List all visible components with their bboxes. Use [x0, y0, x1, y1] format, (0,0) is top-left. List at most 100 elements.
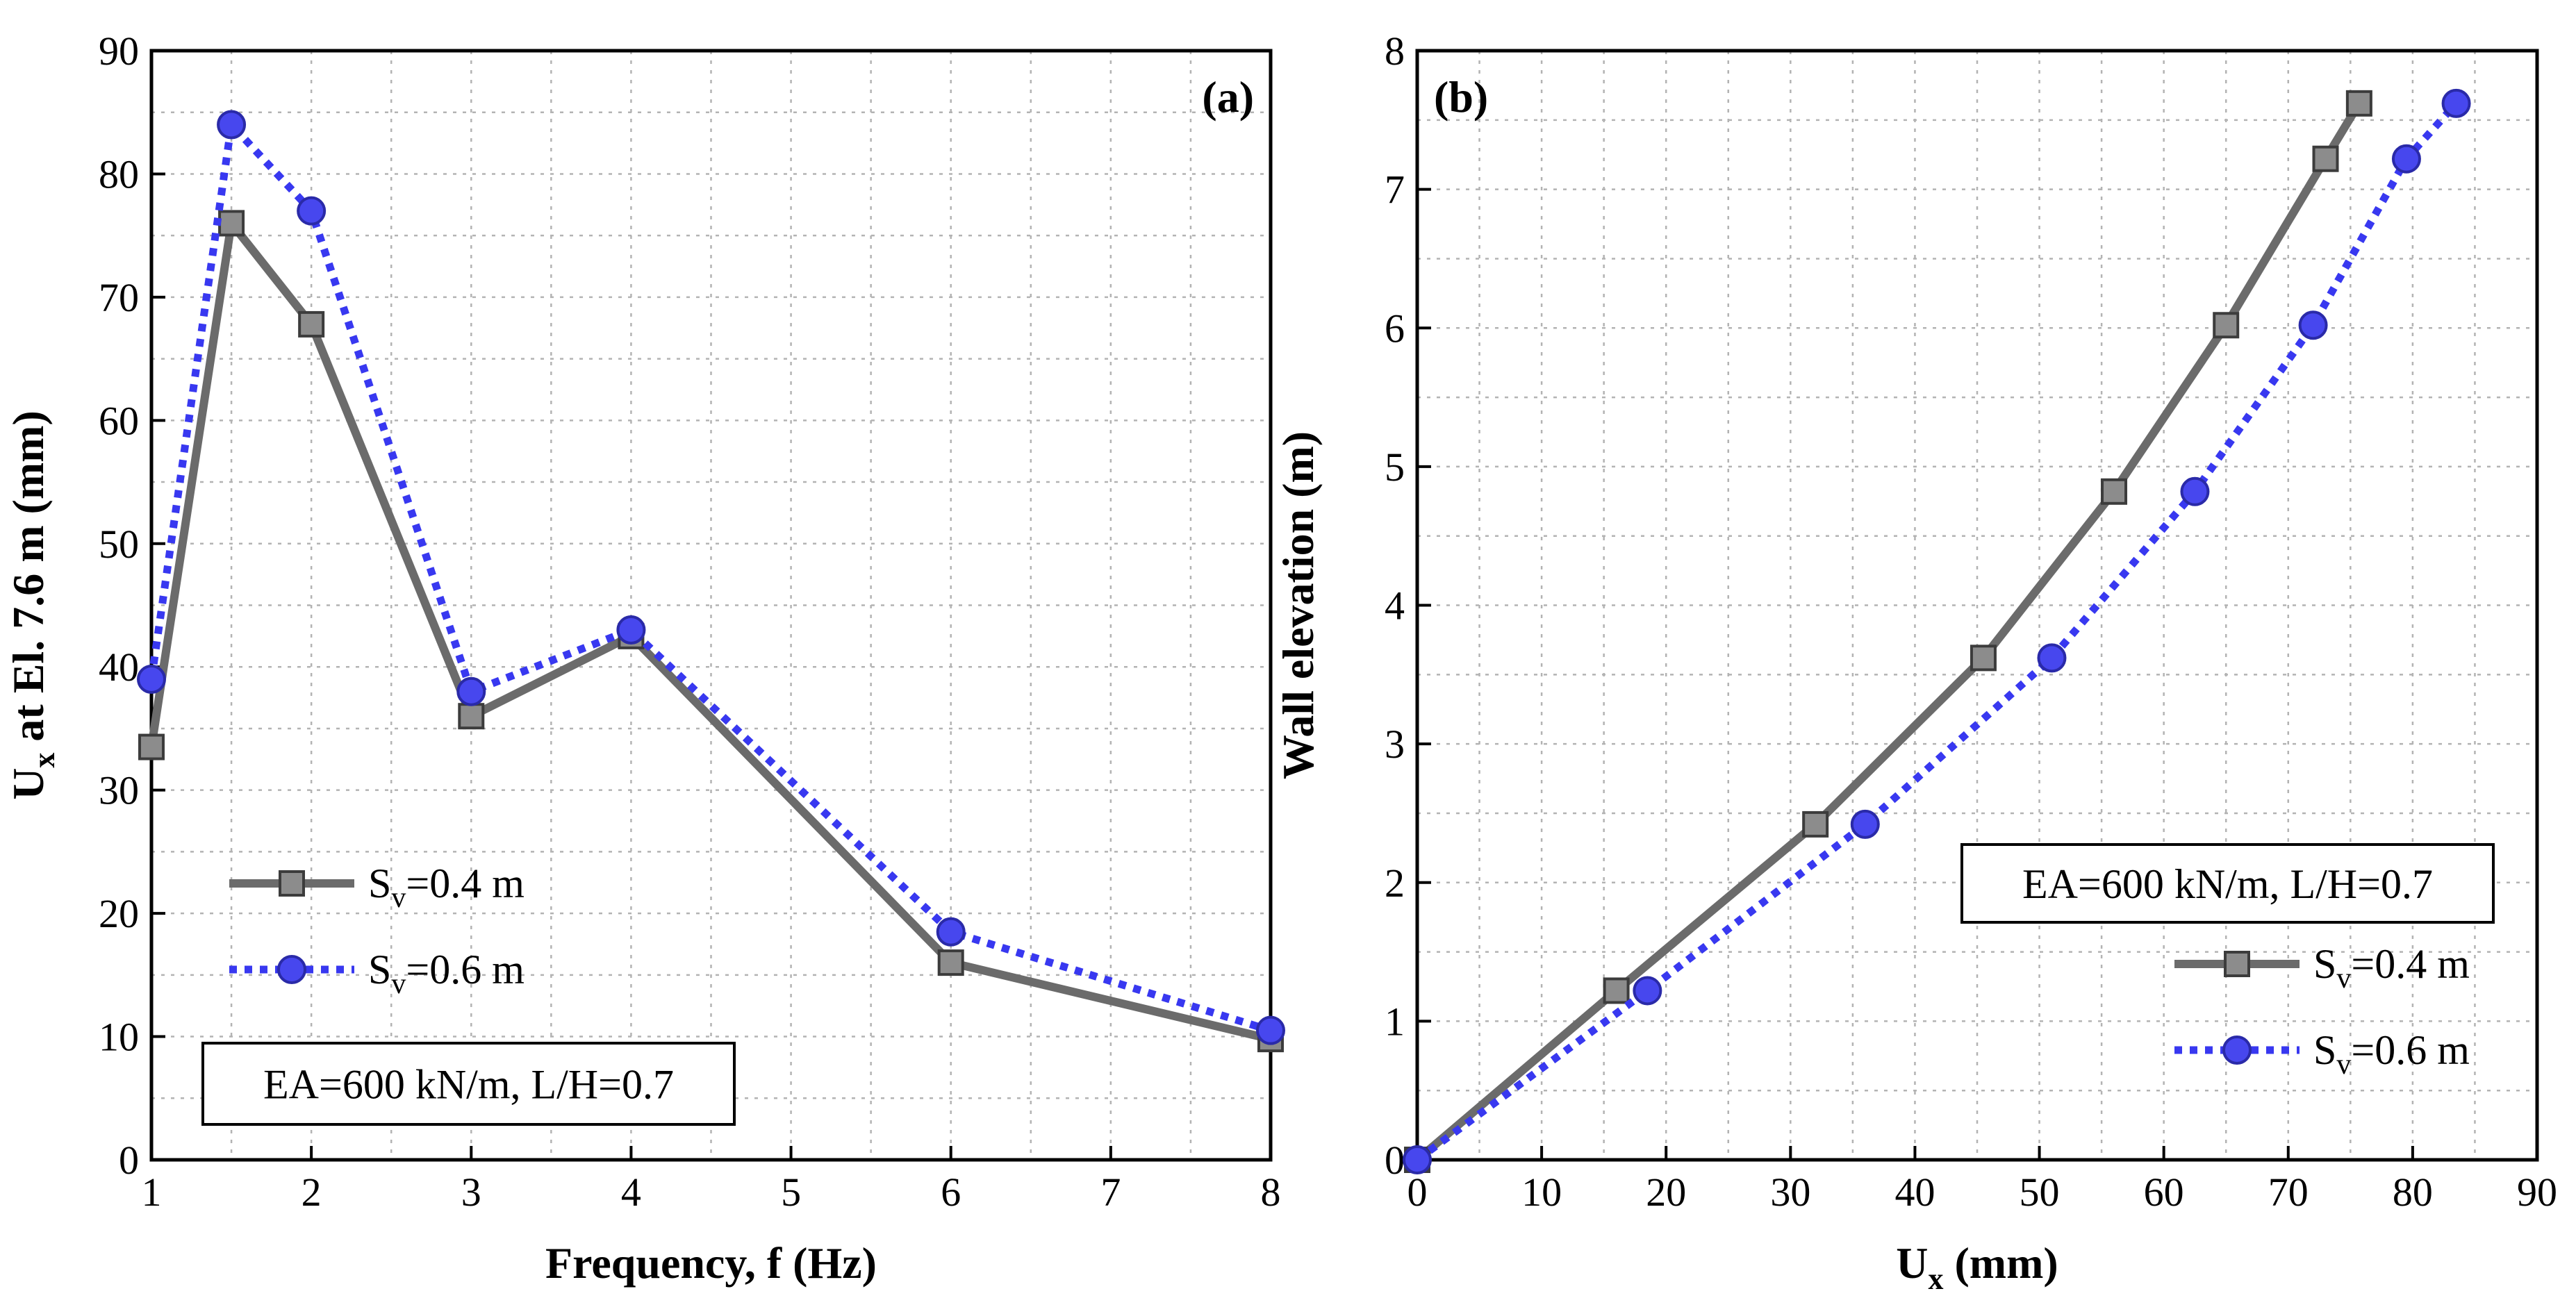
- y-tick-label: 10: [99, 1015, 139, 1060]
- x-tick-label: 80: [2393, 1170, 2433, 1215]
- series-sv-0-6: [137, 110, 1285, 1045]
- x-tick-label: 70: [2268, 1170, 2309, 1215]
- x-tick-label: 0: [1407, 1170, 1428, 1215]
- x-axis-title-rest: (mm): [1943, 1238, 2058, 1288]
- x-tick-label: 8: [1261, 1170, 1281, 1215]
- series-sv-0-4: [138, 210, 1284, 1053]
- data-point: [2312, 145, 2339, 172]
- x-axis-title-main: U: [1896, 1238, 1928, 1288]
- legend: Sv=0.4 mSv=0.6 m: [2174, 941, 2470, 1081]
- x-tick-label: 60: [2144, 1170, 2184, 1215]
- annotation-frame: [201, 1042, 736, 1126]
- data-point: [616, 615, 646, 644]
- legend-item: Sv=0.4 m: [229, 860, 525, 914]
- y-axis-title-rest: at El. 7.6 m (mm): [3, 410, 53, 752]
- x-tick-label: 1: [142, 1170, 162, 1215]
- x-tick-label: 20: [1646, 1170, 1686, 1215]
- y-tick-label: 3: [1385, 722, 1405, 767]
- data-point: [2298, 310, 2328, 340]
- legend-label-rest: =0.6 m: [2351, 1027, 2470, 1073]
- legend-label-rest: =0.4 m: [406, 860, 525, 906]
- data-point: [1802, 810, 1829, 838]
- data-point: [2345, 90, 2372, 117]
- x-tick-label: 6: [941, 1170, 961, 1215]
- x-tick-label: 4: [621, 1170, 641, 1215]
- data-point: [218, 210, 245, 237]
- series-sv-0-4: [1404, 90, 2372, 1173]
- legend-item: Sv=0.4 m: [2174, 941, 2470, 995]
- y-tick-label: 5: [1385, 444, 1405, 490]
- series-line: [1414, 101, 2459, 1163]
- legend-label: Sv=0.4 m: [368, 860, 525, 914]
- y-tick-label: 30: [99, 768, 139, 813]
- x-axis-title: Frequency, f (Hz): [545, 1238, 877, 1288]
- y-tick-label: 40: [99, 644, 139, 690]
- legend-marker: [2222, 1036, 2252, 1065]
- y-tick-label: 7: [1385, 167, 1405, 213]
- data-point: [2180, 476, 2210, 506]
- legend-label-sub: v: [2336, 963, 2351, 995]
- y-tick-label: 90: [99, 28, 139, 74]
- data-point: [2037, 643, 2067, 673]
- x-tick-label: 3: [461, 1170, 481, 1215]
- x-axis-title: Ux (mm): [1896, 1238, 2058, 1296]
- x-tick-label: 2: [302, 1170, 322, 1215]
- legend-item: Sv=0.6 m: [2174, 1027, 2470, 1081]
- panel-label: (b): [1434, 72, 1488, 122]
- chart-panel-b: 0 10 20 30 40 50 60 70 80 90 0 1 2 3 4 5 6 7 8 Ux (mm) Wall …: [1273, 28, 2557, 1296]
- legend-item: Sv=0.6 m: [229, 947, 525, 1000]
- data-point: [1256, 1015, 1285, 1045]
- x-tick-label: 5: [781, 1170, 801, 1215]
- data-point: [456, 676, 486, 706]
- data-point: [2213, 312, 2240, 339]
- annotation-text: EA=600 kN/m, L/H=0.7: [263, 1062, 674, 1108]
- legend-marker: [277, 955, 306, 984]
- legend-label-main: S: [2313, 1027, 2336, 1073]
- data-point: [217, 110, 247, 140]
- data-point: [2441, 88, 2471, 118]
- legend-label-sub: v: [391, 968, 406, 1000]
- data-point: [138, 733, 165, 760]
- x-axis-title-sub: x: [1928, 1262, 1943, 1296]
- legend-label-sub: v: [2336, 1049, 2351, 1081]
- y-axis-title-main: U: [3, 768, 53, 800]
- y-axis-title: Ux at El. 7.6 m (mm): [3, 410, 61, 800]
- y-tick-label: 70: [99, 275, 139, 320]
- legend-label-main: S: [368, 860, 391, 906]
- legend-label: Sv=0.6 m: [2313, 1027, 2470, 1081]
- y-tick-label: 20: [99, 891, 139, 936]
- annotation-frame: [1960, 843, 2495, 924]
- data-point: [458, 703, 485, 730]
- y-tick-label: 8: [1385, 28, 1405, 74]
- series-line: [1414, 101, 2363, 1163]
- y-tick-label: 0: [1385, 1138, 1405, 1183]
- y-tick-label: 80: [99, 151, 139, 197]
- y-axis-title: Wall elevation (m): [1273, 431, 1323, 779]
- data-point: [1970, 644, 1997, 672]
- data-point: [2391, 144, 2421, 174]
- legend-marker: [2224, 951, 2250, 977]
- data-point: [2101, 478, 2128, 505]
- data-point: [1850, 809, 1880, 839]
- plot-frame: [149, 49, 1273, 1162]
- data-point: [137, 664, 166, 694]
- y-tick-label: 50: [99, 522, 139, 567]
- x-tick-label: 50: [2020, 1170, 2060, 1215]
- y-tick-label: 0: [119, 1138, 139, 1183]
- data-point: [1633, 976, 1662, 1006]
- legend-label: Sv=0.6 m: [368, 947, 525, 1000]
- panel-label: (a): [1202, 72, 1254, 122]
- annotation-box: EA=600 kN/m, L/H=0.7: [201, 1042, 736, 1126]
- annotation-text: EA=600 kN/m, L/H=0.7: [2022, 861, 2433, 907]
- legend-label-sub: v: [391, 882, 406, 914]
- legend: Sv=0.4 mSv=0.6 m: [229, 860, 525, 1000]
- y-axis-title-sub: x: [27, 753, 61, 768]
- grid: [1417, 51, 2537, 1160]
- legend-label: Sv=0.4 m: [2313, 941, 2470, 995]
- data-point: [1603, 977, 1630, 1004]
- legend-label-rest: =0.4 m: [2351, 941, 2470, 987]
- x-tick-label: 30: [1770, 1170, 1810, 1215]
- legend-label-main: S: [368, 947, 391, 992]
